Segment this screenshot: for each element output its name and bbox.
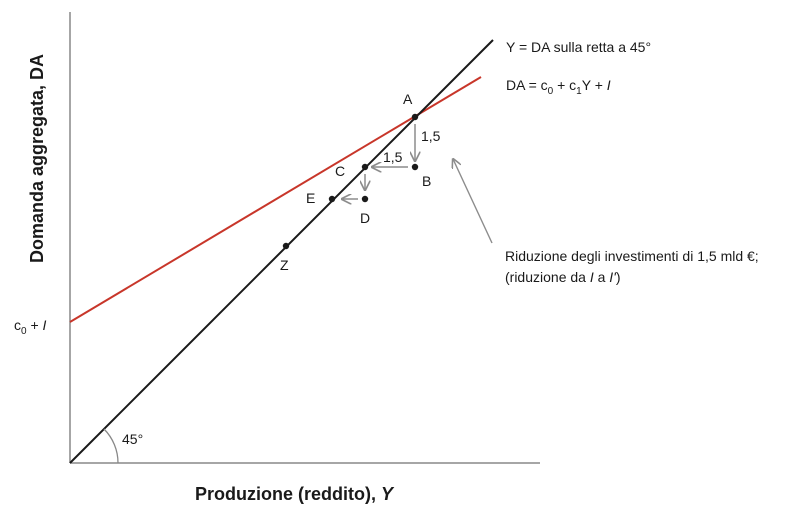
point-c-dot: [361, 163, 369, 171]
point-z-label: Z: [280, 257, 289, 273]
annotation-line2-b: a: [594, 269, 610, 285]
annotation-line2-i: I: [590, 269, 594, 285]
point-a-label: A: [403, 91, 413, 107]
x-axis-title-main: Produzione (reddito),: [195, 484, 381, 504]
demand-label-sub0: 0: [548, 86, 554, 97]
step-down-label: 1,5: [421, 128, 441, 144]
demand-label-i: I: [607, 77, 611, 93]
demand-label-prefix: DA = c: [506, 77, 548, 93]
annotation-line2-c: ): [616, 269, 621, 285]
intercept-i: I: [43, 317, 47, 333]
intercept-plus: +: [27, 317, 43, 333]
annotation-line1: Riduzione degli investimenti di 1,5 mld …: [505, 248, 759, 264]
point-d-dot: [361, 195, 369, 203]
x-axis-title: Produzione (reddito), Y: [195, 484, 395, 504]
angle-label: 45°: [122, 431, 143, 447]
intercept-label: c0 + I: [14, 317, 47, 337]
forty-five-line-label: Y = DA sulla retta a 45°: [506, 39, 651, 55]
demand-label-y: Y +: [582, 77, 607, 93]
demand-label-mid: + c: [553, 77, 576, 93]
point-a-dot: [411, 113, 419, 121]
demand-line-label: DA = c0 + c1Y + I: [506, 77, 611, 97]
point-d-label: D: [360, 210, 370, 226]
annotation-line2-a: (riduzione da: [505, 269, 590, 285]
angle-arc: [103, 428, 119, 464]
annotation-arrow: [453, 159, 493, 244]
step-left-label: 1,5: [383, 149, 403, 165]
annotation-line2-i2: I': [609, 269, 617, 285]
intercept-sub: 0: [21, 326, 27, 337]
y-axis-title: Domanda aggregata, DA: [27, 54, 47, 263]
point-e-dot: [328, 195, 336, 203]
point-b-dot: [411, 163, 419, 171]
annotation-line2: (riduzione da I a I'): [505, 269, 621, 285]
point-c-label: C: [335, 163, 345, 179]
point-e-label: E: [306, 190, 315, 206]
intercept-c: c: [14, 317, 21, 333]
demand-label-sub1: 1: [576, 86, 582, 97]
x-axis-title-var: Y: [381, 484, 395, 504]
forty-five-degree-line: [69, 39, 494, 464]
point-b-label: B: [422, 173, 431, 189]
point-z-dot: [282, 242, 290, 250]
